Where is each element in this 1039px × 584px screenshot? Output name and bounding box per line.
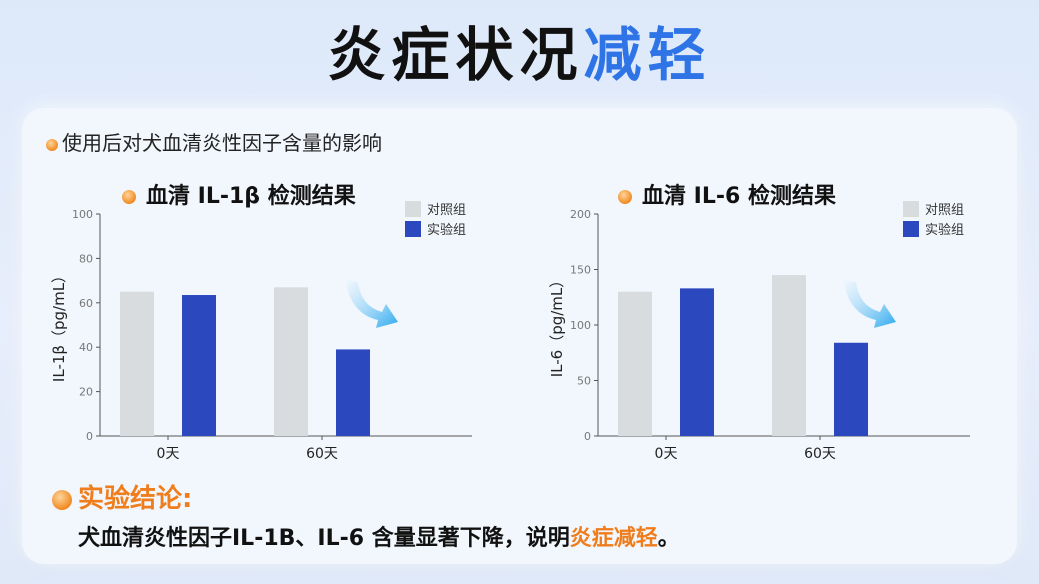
title-main: 炎症状况 <box>327 21 584 89</box>
y-tick-label: 200 <box>570 208 591 221</box>
subtitle-text: 使用后对犬血清炎性因子含量的影响 <box>62 131 382 155</box>
y-tick-label: 20 <box>79 386 93 399</box>
x-tick-label: 60天 <box>804 446 836 462</box>
experiment-bar <box>182 295 216 436</box>
section-subtitle: 使用后对犬血清炎性因子含量的影响 <box>46 127 382 156</box>
bullet-dot-icon <box>122 190 136 204</box>
trend-down-arrow-icon <box>844 280 896 328</box>
y-axis-label: IL-6（pg/mL） <box>548 273 566 378</box>
y-tick-label: 150 <box>570 264 591 277</box>
conclusion-heading-text: 实验结论: <box>78 484 193 514</box>
experiment-bar <box>680 288 714 436</box>
control-bar <box>772 275 806 436</box>
bullet-dot-icon <box>46 138 58 151</box>
legend-label: 实验组 <box>925 222 964 238</box>
y-tick-label: 100 <box>570 319 591 332</box>
conclusion-text: 犬血清炎性因子IL-1B、IL-6 含量显著下降，说明炎症减轻。 <box>78 520 680 552</box>
control-bar <box>120 291 154 436</box>
chart-title-il1b: 血清 IL-1β 检测结果 <box>122 178 356 210</box>
y-axis-label: IL-1β（pg/mL） <box>50 268 68 382</box>
experiment-bar <box>834 342 868 436</box>
legend-swatch <box>405 221 421 237</box>
legend-swatch <box>405 201 421 217</box>
page-title: 炎症状况减轻 <box>0 8 1039 92</box>
conclusion-heading: 实验结论: <box>52 478 192 515</box>
y-tick-label: 0 <box>584 430 591 443</box>
chart-title-il6: 血清 IL-6 检测结果 <box>618 178 836 210</box>
conclusion-highlight: 炎症减轻 <box>569 526 658 551</box>
bullet-dot-icon <box>52 489 72 510</box>
x-tick-label: 0天 <box>157 446 180 462</box>
legend-swatch <box>903 201 919 217</box>
chart-title-text: 血清 IL-1β 检测结果 <box>146 184 356 209</box>
trend-down-arrow-icon <box>346 280 398 328</box>
x-tick-label: 0天 <box>655 446 678 462</box>
control-bar <box>274 287 308 436</box>
x-tick-label: 60天 <box>306 446 338 462</box>
legend-label: 实验组 <box>427 222 466 238</box>
legend-label: 对照组 <box>427 203 466 218</box>
y-tick-label: 40 <box>79 341 93 354</box>
chart-title-text: 血清 IL-6 检测结果 <box>642 184 836 209</box>
y-tick-label: 0 <box>86 430 93 443</box>
y-tick-label: 50 <box>577 375 591 388</box>
y-tick-label: 100 <box>72 208 93 221</box>
experiment-bar <box>336 349 370 436</box>
bullet-dot-icon <box>618 190 632 204</box>
conclusion-suffix: 。 <box>657 526 680 551</box>
title-highlight: 减轻 <box>583 21 712 89</box>
y-tick-label: 60 <box>79 297 93 310</box>
conclusion-prefix: 犬血清炎性因子IL-1B、IL-6 含量显著下降，说明 <box>78 526 570 551</box>
y-tick-label: 80 <box>79 252 93 265</box>
legend-label: 对照组 <box>925 203 964 218</box>
legend-swatch <box>903 221 919 237</box>
control-bar <box>618 291 652 436</box>
